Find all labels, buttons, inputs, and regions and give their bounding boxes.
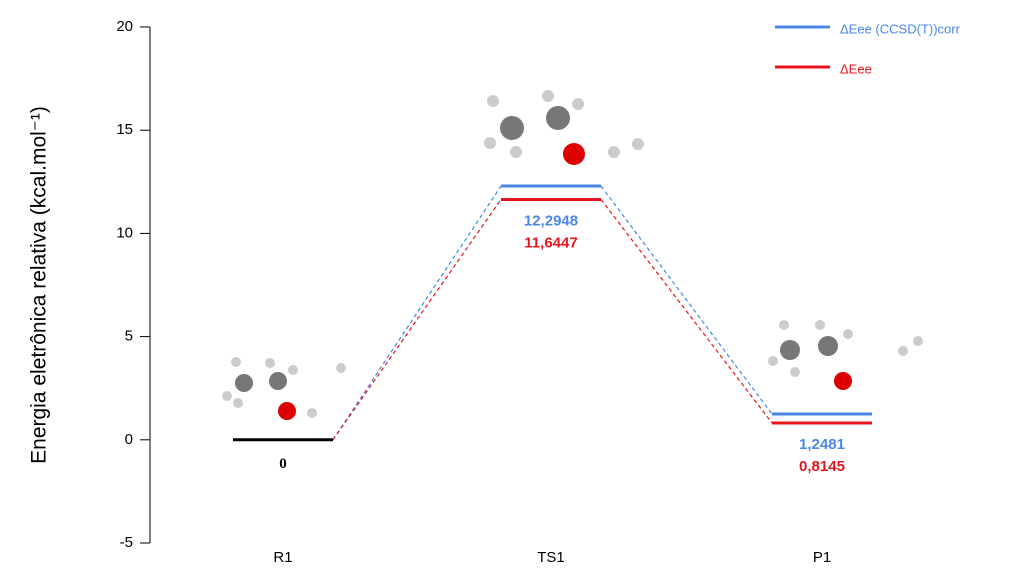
connector	[601, 199, 772, 423]
value-label: 0,8145	[799, 458, 845, 475]
x-tick-label: TS1	[537, 549, 565, 566]
connector	[333, 199, 501, 439]
legend-label: ΔEee	[840, 61, 872, 76]
value-label: 12,2948	[524, 212, 578, 229]
molecule-p1	[768, 320, 923, 390]
value-label: 1,2481	[799, 436, 845, 453]
connector	[601, 186, 772, 414]
y-tick-label: 5	[125, 328, 133, 345]
y-tick-label: -5	[120, 534, 133, 551]
x-tick-label: R1	[273, 549, 292, 566]
molecule-ts1	[484, 90, 644, 165]
y-tick-label: 20	[116, 18, 133, 35]
y-axis-label: Energia eletrônica relativa (kcal.mol⁻¹)	[28, 106, 51, 464]
y-tick-label: 15	[116, 121, 133, 138]
x-tick-label: P1	[813, 549, 831, 566]
molecule-r1	[222, 357, 346, 420]
y-tick-label: 0	[125, 431, 133, 448]
connector	[333, 186, 501, 440]
value-label: 11,6447	[524, 234, 577, 251]
legend-label: ΔEee (CCSD(T))corr	[840, 21, 961, 36]
y-tick-label: 10	[116, 224, 133, 241]
chart: Energia eletrônica relativa (kcal.mol⁻¹)…	[0, 0, 1014, 574]
page: Energia eletrônica relativa (kcal.mol⁻¹)…	[0, 0, 1014, 574]
reference-label: 0	[279, 456, 287, 472]
